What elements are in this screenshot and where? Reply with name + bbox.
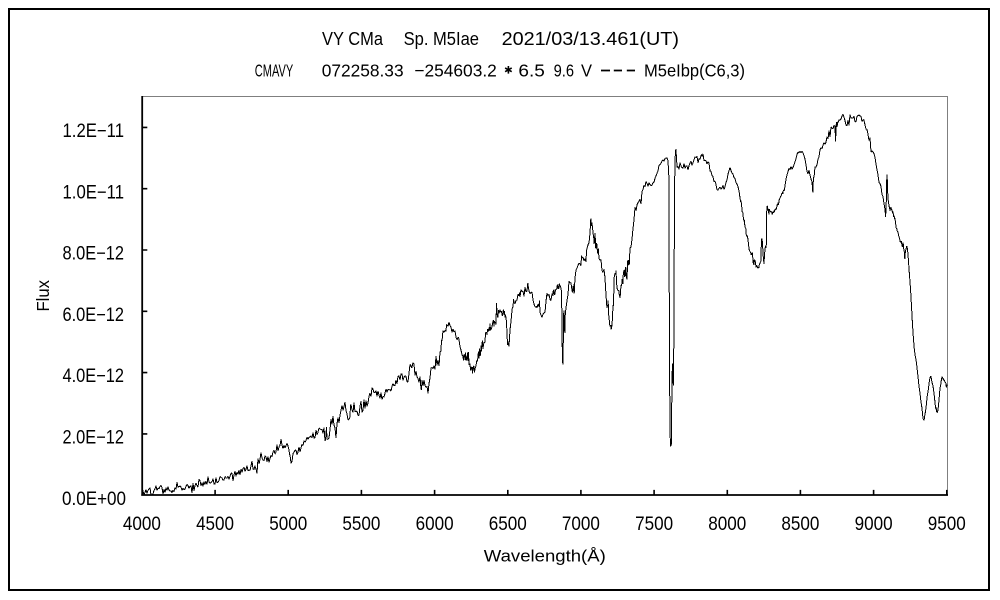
- svg-text:6.5: 6.5: [518, 60, 545, 80]
- svg-text:1.2E−11: 1.2E−11: [63, 121, 125, 142]
- svg-text:0.0E+00: 0.0E+00: [62, 489, 126, 510]
- svg-text:7500: 7500: [635, 514, 673, 535]
- svg-text:M5eIbp(C6,3): M5eIbp(C6,3): [644, 60, 745, 80]
- svg-text:8000: 8000: [708, 514, 746, 535]
- svg-text:4000: 4000: [123, 514, 161, 535]
- svg-text:CMAVY: CMAVY: [255, 60, 293, 80]
- svg-text:1.0E−11: 1.0E−11: [63, 182, 125, 203]
- svg-text:4500: 4500: [196, 514, 234, 535]
- svg-text:6500: 6500: [489, 514, 527, 535]
- svg-text:2.0E−12: 2.0E−12: [63, 428, 125, 449]
- svg-text:VY CMa: VY CMa: [322, 28, 384, 49]
- svg-text:6.0E−12: 6.0E−12: [63, 305, 125, 326]
- svg-text:6000: 6000: [416, 514, 454, 535]
- svg-text:9.6: 9.6: [554, 60, 574, 80]
- svg-text:2021/03/13.461(UT): 2021/03/13.461(UT): [502, 28, 679, 49]
- svg-text:−254603.2: −254603.2: [414, 60, 496, 80]
- svg-text:8500: 8500: [781, 514, 819, 535]
- svg-text:4.0E−12: 4.0E−12: [63, 366, 125, 387]
- svg-text:Wavelength(Å): Wavelength(Å): [484, 547, 606, 566]
- svg-text:Flux: Flux: [33, 280, 53, 312]
- svg-text:8.0E−12: 8.0E−12: [63, 244, 125, 265]
- svg-text:7000: 7000: [562, 514, 600, 535]
- svg-text:Sp. M5Iae: Sp. M5Iae: [404, 28, 479, 49]
- svg-text:5000: 5000: [269, 514, 307, 535]
- svg-text:072258.33: 072258.33: [322, 60, 404, 80]
- svg-text:9000: 9000: [855, 514, 893, 535]
- svg-text:V: V: [581, 60, 592, 80]
- svg-text:9500: 9500: [928, 514, 966, 535]
- svg-text:5500: 5500: [342, 514, 380, 535]
